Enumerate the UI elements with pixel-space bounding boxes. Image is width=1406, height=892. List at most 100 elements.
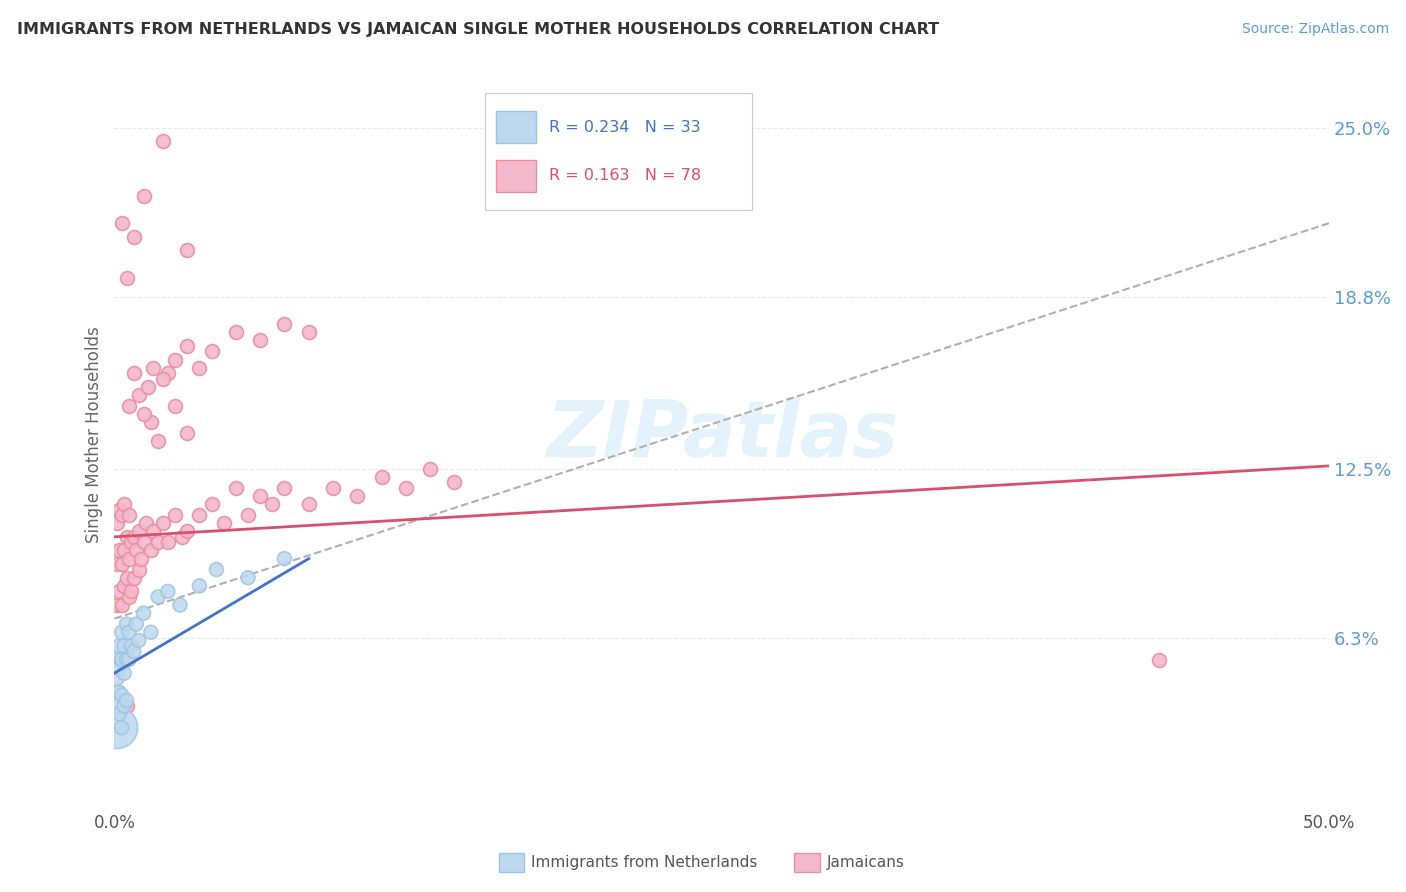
Point <box>176 339 198 353</box>
Point <box>108 685 131 699</box>
Point <box>118 508 141 522</box>
Point <box>156 535 179 549</box>
Point <box>115 652 138 666</box>
Point <box>146 434 169 449</box>
Point <box>165 508 187 522</box>
Point <box>118 399 141 413</box>
Point <box>225 326 247 340</box>
Point <box>156 584 179 599</box>
Point <box>108 543 131 558</box>
Y-axis label: Single Mother Households: Single Mother Households <box>86 326 103 543</box>
Point <box>132 189 155 203</box>
Point <box>132 407 155 421</box>
Point <box>225 481 247 495</box>
Point <box>165 352 187 367</box>
Point <box>139 543 162 558</box>
Point <box>125 617 148 632</box>
Point <box>112 497 135 511</box>
Point <box>111 721 134 735</box>
Text: Jamaicans: Jamaicans <box>827 855 904 870</box>
Point <box>122 644 145 658</box>
Point <box>139 625 162 640</box>
Text: Source: ZipAtlas.com: Source: ZipAtlas.com <box>1241 22 1389 37</box>
Point <box>298 326 321 340</box>
Point <box>273 481 295 495</box>
Point <box>188 360 211 375</box>
Point <box>112 579 135 593</box>
Text: IMMIGRANTS FROM NETHERLANDS VS JAMAICAN SINGLE MOTHER HOUSEHOLDS CORRELATION CHA: IMMIGRANTS FROM NETHERLANDS VS JAMAICAN … <box>17 22 939 37</box>
Point <box>112 698 135 713</box>
Point <box>152 135 174 149</box>
Point <box>108 661 131 675</box>
Point <box>111 508 134 522</box>
Point <box>176 426 198 441</box>
Text: ZIPatlas: ZIPatlas <box>546 397 898 473</box>
Point <box>273 317 295 331</box>
Point <box>273 551 295 566</box>
Point <box>105 672 128 686</box>
Point <box>108 502 131 516</box>
Point <box>112 666 135 681</box>
Point <box>111 557 134 571</box>
Point <box>105 721 128 735</box>
Point <box>105 557 128 571</box>
Point <box>128 633 150 648</box>
Point <box>128 524 150 539</box>
Point <box>108 707 131 722</box>
Point <box>135 516 157 531</box>
Point <box>118 551 141 566</box>
Point <box>120 535 142 549</box>
Point <box>111 688 134 702</box>
Point <box>111 598 134 612</box>
Point <box>138 380 160 394</box>
Point <box>156 366 179 380</box>
Point <box>122 530 145 544</box>
Point <box>142 360 165 375</box>
Point <box>115 693 138 707</box>
Point <box>128 563 150 577</box>
Point <box>108 584 131 599</box>
Point <box>298 497 321 511</box>
Point <box>118 652 141 666</box>
Point <box>105 598 128 612</box>
Point <box>443 475 465 490</box>
Point <box>115 571 138 585</box>
Point <box>118 625 141 640</box>
Point <box>118 590 141 604</box>
Point <box>176 244 198 258</box>
Point <box>125 543 148 558</box>
Point <box>122 571 145 585</box>
Point <box>112 639 135 653</box>
Point <box>108 639 131 653</box>
Point <box>169 598 191 612</box>
Point <box>212 516 235 531</box>
Point <box>111 652 134 666</box>
Point <box>105 516 128 531</box>
Point <box>1147 652 1170 666</box>
Point <box>322 481 344 495</box>
Point <box>249 489 271 503</box>
Point <box>105 652 128 666</box>
Point <box>200 497 222 511</box>
Point <box>142 524 165 539</box>
Point <box>262 497 284 511</box>
Point <box>146 590 169 604</box>
Point <box>346 489 368 503</box>
Point <box>165 399 187 413</box>
Point <box>200 344 222 359</box>
Point <box>395 481 418 495</box>
Point <box>105 698 128 713</box>
Point <box>152 372 174 386</box>
Point <box>139 415 162 429</box>
Point <box>120 639 142 653</box>
Point <box>122 366 145 380</box>
Point <box>120 584 142 599</box>
Point <box>128 388 150 402</box>
Point <box>419 461 441 475</box>
Point <box>122 230 145 244</box>
Point <box>249 334 271 348</box>
Point <box>236 508 259 522</box>
Point <box>115 270 138 285</box>
Point <box>111 216 134 230</box>
Point <box>132 606 155 620</box>
